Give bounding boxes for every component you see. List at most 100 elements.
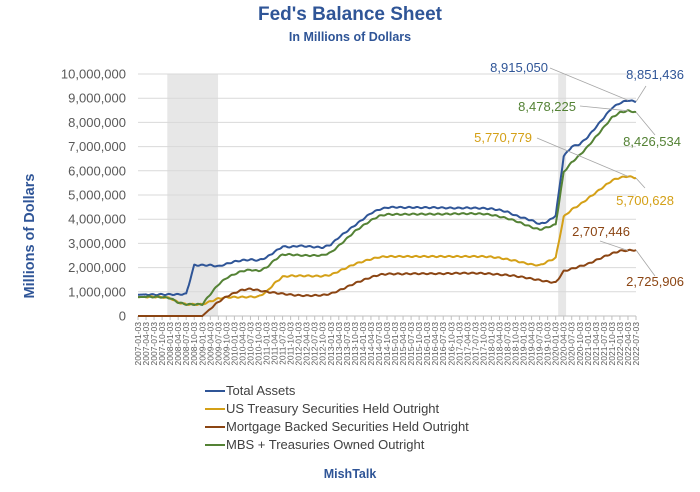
x-tick-label: 2007-01-03 <box>133 322 143 366</box>
chart-subtitle: In Millions of Dollars <box>288 30 412 44</box>
y-tick-label: 9,000,000 <box>68 91 126 106</box>
x-tick-label: 2012-10-03 <box>318 322 328 366</box>
gridlines <box>138 73 636 293</box>
x-tick-label: 2018-10-03 <box>511 322 521 366</box>
x-tick-label: 2012-07-03 <box>310 322 320 366</box>
annotation-label: 8,426,534 <box>623 134 681 149</box>
x-tick-label: 2017-01-03 <box>454 322 464 366</box>
legend: Total Assets US Treasury Securities Held… <box>205 382 469 454</box>
x-tick-label: 2008-01-03 <box>165 322 175 366</box>
y-tick-label: 4,000,000 <box>68 212 126 227</box>
annotation-leader <box>536 137 629 177</box>
annotation-leader <box>635 111 656 136</box>
x-tick-label: 2022-04-03 <box>623 322 633 366</box>
x-tick-label: 2011-07-03 <box>278 322 288 365</box>
y-tick-label: 5,000,000 <box>68 188 126 203</box>
annotation-label: 2,707,446 <box>572 224 630 239</box>
legend-item-treasuries[interactable]: US Treasury Securities Held Outright <box>205 400 469 418</box>
x-tick-label: 2012-04-03 <box>302 322 312 366</box>
x-tick-label: 2020-04-03 <box>559 322 569 366</box>
x-tick-label: 2016-07-03 <box>438 322 448 366</box>
footer-brand: MishTalk <box>323 467 377 481</box>
x-tick-label: 2008-07-03 <box>181 322 191 366</box>
annotation-label: 5,770,779 <box>474 130 532 145</box>
y-tick-label: 7,000,000 <box>68 139 126 154</box>
legend-swatch <box>205 408 225 410</box>
x-tick-label: 2007-10-03 <box>157 322 167 366</box>
x-tick-label: 2012-01-03 <box>294 322 304 366</box>
x-tick-label: 2018-01-03 <box>486 322 496 366</box>
x-tick-label: 2021-07-03 <box>599 322 609 366</box>
annotation-leader <box>635 177 646 189</box>
legend-swatch <box>205 426 225 428</box>
x-tick-label: 2013-10-03 <box>350 322 360 366</box>
x-tick-label: 2009-10-03 <box>221 322 231 366</box>
x-tick-label: 2014-01-03 <box>358 322 368 366</box>
series-lines <box>138 99 637 317</box>
x-tick-label: 2014-10-03 <box>382 322 392 366</box>
legend-swatch <box>205 444 225 446</box>
x-axis: 2007-01-032007-04-032007-07-032007-10-03… <box>133 315 641 366</box>
x-tick-label: 2011-01-03 <box>262 322 272 365</box>
legend-swatch <box>205 390 225 392</box>
x-tick-label: 2017-04-03 <box>462 322 472 366</box>
x-tick-label: 2022-01-03 <box>615 322 625 366</box>
y-axis-ticks: 0 1,000,000 2,000,000 3,000,000 4,000,000 5,0… <box>61 67 126 324</box>
y-tick-label: 0 <box>119 309 126 324</box>
x-tick-label: 2021-01-03 <box>583 322 593 366</box>
y-tick-label: 10,000,000 <box>61 67 126 82</box>
x-tick-label: 2015-04-03 <box>398 322 408 366</box>
y-tick-label: 8,000,000 <box>68 115 126 130</box>
x-tick-label: 2021-10-03 <box>607 322 617 366</box>
y-tick-label: 2,000,000 <box>68 260 126 275</box>
x-tick-label: 2007-04-03 <box>141 322 151 366</box>
x-tick-label: 2020-07-03 <box>567 322 577 366</box>
x-tick-label: 2009-04-03 <box>205 322 215 366</box>
annotation-label: 8,851,436 <box>626 67 684 82</box>
x-tick-label: 2010-10-03 <box>253 322 263 366</box>
x-tick-label: 2020-01-03 <box>551 322 561 366</box>
legend-item-total-assets[interactable]: Total Assets <box>205 382 469 400</box>
x-tick-label: 2017-07-03 <box>470 322 480 366</box>
x-tick-label: 2014-07-03 <box>374 322 384 366</box>
legend-label: Total Assets <box>226 383 296 398</box>
x-tick-label: 2018-04-03 <box>494 322 504 366</box>
annotation-label: 8,915,050 <box>490 60 548 75</box>
x-tick-label: 2016-04-03 <box>430 322 440 366</box>
series-line-mbs-treasuries-owned-outright <box>138 109 637 306</box>
annotation-leader <box>579 105 629 112</box>
legend-item-mbs[interactable]: Mortgage Backed Securities Held Outright <box>205 418 469 436</box>
x-tick-label: 2010-01-03 <box>229 322 239 366</box>
x-tick-label: 2017-10-03 <box>478 322 488 366</box>
annotation-leader <box>549 67 629 101</box>
x-tick-label: 2020-10-03 <box>575 322 585 366</box>
x-tick-label: 2021-04-03 <box>591 322 601 366</box>
legend-item-mbs-plus-treasuries[interactable]: MBS + Treasuries Owned Outright <box>205 436 469 454</box>
y-tick-label: 6,000,000 <box>68 163 126 178</box>
x-tick-label: 2019-04-03 <box>527 322 537 366</box>
x-tick-label: 2011-10-03 <box>286 322 296 365</box>
x-tick-label: 2019-10-03 <box>543 322 553 366</box>
annotation-leader <box>635 249 656 277</box>
x-tick-label: 2016-01-03 <box>422 322 432 366</box>
annotation-leader <box>635 85 647 103</box>
x-tick-label: 2015-10-03 <box>414 322 424 366</box>
x-tick-label: 2019-07-03 <box>535 322 545 366</box>
x-tick-label: 2013-04-03 <box>334 322 344 366</box>
x-tick-label: 2015-01-03 <box>390 322 400 366</box>
x-tick-label: 2009-07-03 <box>213 322 223 366</box>
series-line-mortgage-backed-securities-held-outright <box>138 248 637 317</box>
y-tick-label: 3,000,000 <box>68 236 126 251</box>
annotation-leader <box>599 240 629 251</box>
x-tick-label: 2014-04-03 <box>366 322 376 366</box>
x-tick-label: 2018-07-03 <box>502 322 512 366</box>
x-tick-label: 2008-10-03 <box>189 322 199 366</box>
series-line-us-treasury-securities-held-outright <box>138 175 637 306</box>
legend-label: Mortgage Backed Securities Held Outright <box>226 419 469 434</box>
x-tick-label: 2015-07-03 <box>406 322 416 366</box>
legend-label: MBS + Treasuries Owned Outright <box>226 437 425 452</box>
x-tick-label: 2010-04-03 <box>237 322 247 366</box>
x-tick-label: 2010-07-03 <box>245 322 255 366</box>
x-tick-label: 2009-01-03 <box>197 322 207 366</box>
